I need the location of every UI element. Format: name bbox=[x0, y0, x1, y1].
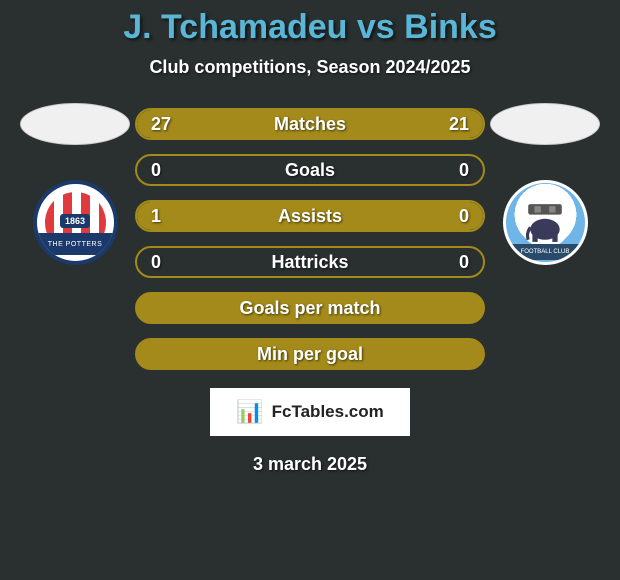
stat-label: Min per goal bbox=[151, 344, 469, 365]
stats-column: 27 Matches 21 0 Goals 0 1 Assists 0 0 Ha… bbox=[135, 108, 485, 370]
stat-row-assists: 1 Assists 0 bbox=[135, 200, 485, 232]
stat-label: Goals bbox=[161, 160, 459, 181]
player-right-column: FOOTBALL CLUB bbox=[485, 108, 605, 265]
player-left-column: 1863 THE POTTERS bbox=[15, 108, 135, 265]
club-badge-left: 1863 THE POTTERS bbox=[33, 180, 118, 265]
stat-label: Assists bbox=[161, 206, 459, 227]
stat-row-goals-per-match: Goals per match bbox=[135, 292, 485, 324]
stat-left-value: 0 bbox=[151, 252, 161, 273]
watermark-text: FcTables.com bbox=[272, 402, 384, 422]
stat-label: Hattricks bbox=[161, 252, 459, 273]
coventry-inner bbox=[520, 197, 571, 248]
stat-right-value: 0 bbox=[459, 206, 469, 227]
stat-right-value: 0 bbox=[459, 160, 469, 181]
stat-row-hattricks: 0 Hattricks 0 bbox=[135, 246, 485, 278]
stat-left-value: 0 bbox=[151, 160, 161, 181]
stoke-ribbon: THE POTTERS bbox=[37, 233, 114, 255]
stat-right-value: 21 bbox=[449, 114, 469, 135]
coventry-ribbon: FOOTBALL CLUB bbox=[506, 244, 585, 260]
page-title: J. Tchamadeu vs Binks bbox=[123, 8, 497, 47]
stat-left-value: 27 bbox=[151, 114, 171, 135]
stat-row-matches: 27 Matches 21 bbox=[135, 108, 485, 140]
stat-label: Goals per match bbox=[151, 298, 469, 319]
stat-row-min-per-goal: Min per goal bbox=[135, 338, 485, 370]
chart-icon: 📊 bbox=[236, 401, 263, 423]
comparison-container: 1863 THE POTTERS 27 Matches 21 0 Goals 0… bbox=[0, 108, 620, 370]
elephant-icon bbox=[524, 202, 566, 244]
stat-right-value: 0 bbox=[459, 252, 469, 273]
stoke-year: 1863 bbox=[60, 214, 90, 228]
watermark: 📊 FcTables.com bbox=[210, 388, 410, 436]
player-right-portrait bbox=[490, 103, 600, 145]
stat-label: Matches bbox=[171, 114, 449, 135]
club-badge-right: FOOTBALL CLUB bbox=[503, 180, 588, 265]
stat-row-goals: 0 Goals 0 bbox=[135, 154, 485, 186]
page-subtitle: Club competitions, Season 2024/2025 bbox=[149, 57, 470, 78]
player-left-portrait bbox=[20, 103, 130, 145]
stat-left-value: 1 bbox=[151, 206, 161, 227]
footer-date: 3 march 2025 bbox=[253, 454, 367, 475]
